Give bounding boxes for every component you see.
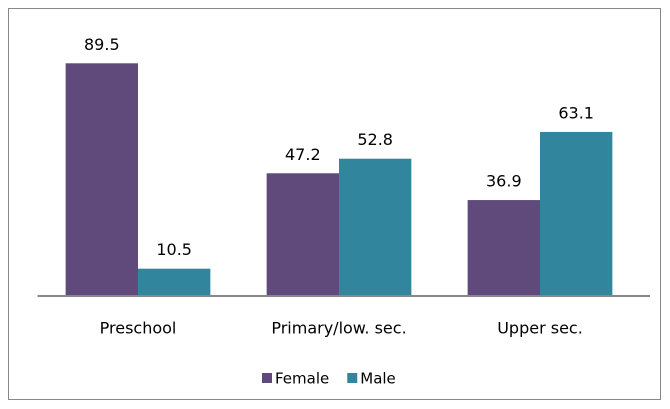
value-label: 89.5 bbox=[84, 35, 120, 54]
bar bbox=[540, 131, 613, 296]
bar bbox=[65, 63, 138, 296]
legend-swatch bbox=[262, 373, 272, 383]
x-tick-label: Upper sec. bbox=[497, 319, 583, 338]
value-label: 52.8 bbox=[357, 130, 393, 149]
legend-label: Male bbox=[360, 370, 396, 388]
legend-label: Female bbox=[275, 370, 329, 388]
bar bbox=[339, 158, 412, 296]
value-label: 36.9 bbox=[486, 172, 522, 191]
value-label: 63.1 bbox=[558, 103, 594, 122]
x-tick-label: Preschool bbox=[100, 319, 177, 338]
bar bbox=[266, 173, 339, 296]
x-tick-label: Primary/low. sec. bbox=[271, 319, 406, 338]
legend-swatch bbox=[347, 373, 358, 383]
bar bbox=[467, 200, 540, 296]
value-label: 47.2 bbox=[285, 145, 321, 164]
value-label: 10.5 bbox=[156, 240, 192, 259]
bar bbox=[138, 268, 211, 296]
